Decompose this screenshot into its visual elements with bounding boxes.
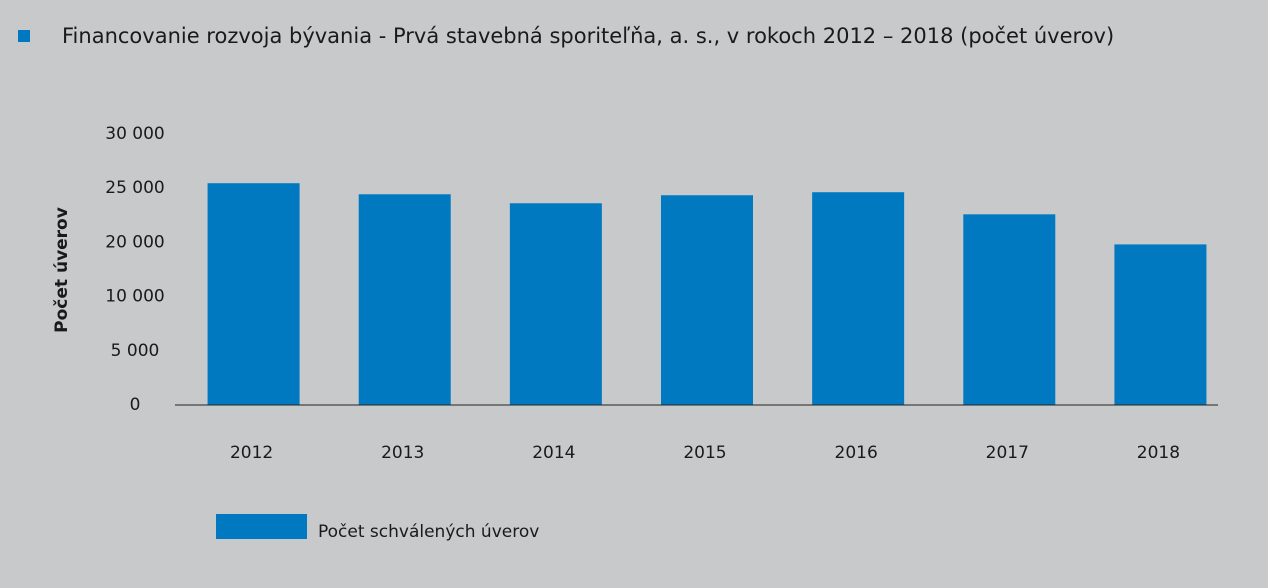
y-tick-label: 0: [130, 395, 141, 415]
y-tick-label: 10 000: [105, 287, 164, 307]
legend-label: Počet schválených úverov: [318, 522, 539, 542]
y-tick-label: 20 000: [105, 232, 164, 252]
title-marker: [18, 30, 30, 42]
y-axis-title: Počet úverov: [52, 207, 72, 333]
y-tick-label: 25 000: [105, 178, 164, 198]
bar: [509, 203, 602, 405]
legend-swatch: [216, 514, 307, 539]
chart-title: Financovanie rozvoja bývania - Prvá stav…: [62, 24, 1114, 48]
bar: [207, 183, 300, 405]
bar: [1114, 244, 1207, 405]
x-tick-label: 2014: [532, 443, 575, 463]
x-tick-label: 2013: [381, 443, 424, 463]
x-tick-label: 2015: [683, 443, 726, 463]
bar: [963, 214, 1056, 405]
x-tick-label: 2018: [1137, 443, 1180, 463]
x-tick-label: 2012: [230, 443, 273, 463]
y-tick-label: 30 000: [105, 124, 164, 144]
x-tick-label: 2016: [835, 443, 878, 463]
bar: [812, 192, 905, 405]
bar: [358, 194, 451, 405]
x-tick-label: 2017: [986, 443, 1029, 463]
bar: [661, 195, 753, 405]
y-tick-label: 5 000: [111, 341, 160, 361]
